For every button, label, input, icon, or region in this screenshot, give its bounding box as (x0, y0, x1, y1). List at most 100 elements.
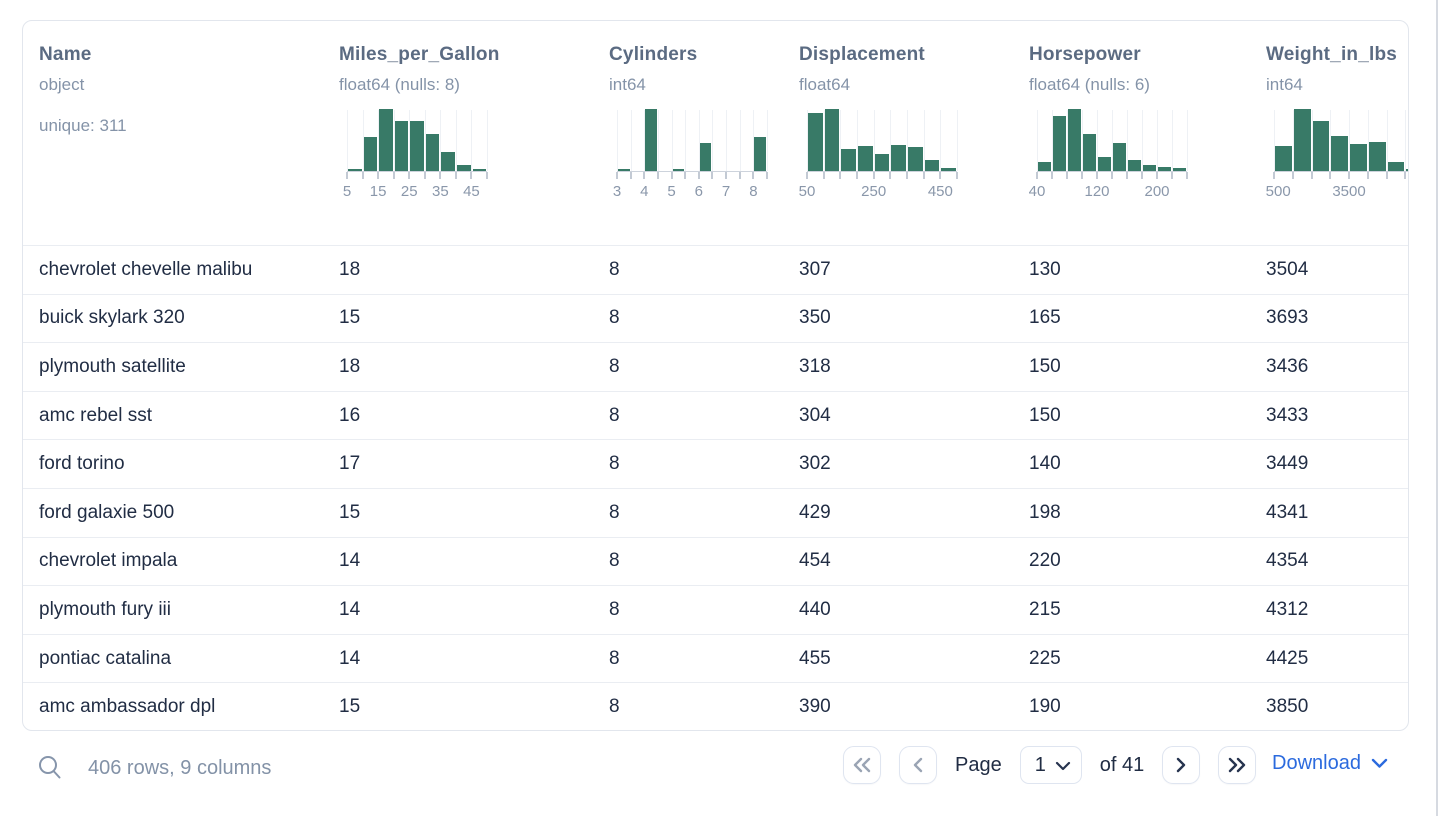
next-page-button[interactable] (1162, 746, 1201, 784)
axis-tick-label: 25 (400, 183, 418, 200)
histogram-gridline (424, 110, 426, 171)
download-button[interactable]: Download (1272, 752, 1388, 775)
axis-tick (643, 172, 646, 179)
cell-value: 429 (799, 501, 831, 523)
first-page-button[interactable] (843, 746, 881, 784)
cell-value: 8 (609, 501, 620, 523)
histogram-gridline (1082, 110, 1083, 171)
histogram-bin (617, 110, 631, 171)
histogram-gridline (1405, 110, 1407, 171)
axis-tick-label: 5 (667, 183, 676, 200)
histogram-axis-ticks (346, 172, 488, 181)
row-count-status: 406 rows, 9 columns (88, 757, 272, 779)
prev-page-button[interactable] (899, 746, 937, 784)
histogram-bar (472, 169, 487, 171)
column-header-displacement[interactable]: Displacement float64 50 250 450 (799, 21, 1029, 245)
last-page-button[interactable] (1218, 746, 1257, 784)
cell-value: 8 (609, 550, 620, 572)
axis-tick (1051, 172, 1053, 179)
histogram-gridline (767, 110, 768, 171)
right-edge-divider (1436, 0, 1438, 816)
histogram-bin (1067, 109, 1082, 171)
column-header-horsepower[interactable]: Horsepower float64 (nulls: 6) 40 120 200 (1029, 21, 1266, 245)
histogram-bin (857, 110, 874, 171)
axis-tick (1385, 172, 1388, 179)
cell-value: 8 (609, 307, 620, 329)
histogram-bin (712, 110, 726, 171)
column-header-cylinders[interactable]: Cylinders int64 3 4 5 6 7 8 (609, 21, 799, 245)
histogram-bin (1405, 110, 1408, 171)
axis-tick-label: 1500 (1266, 183, 1291, 200)
histogram-gridline (471, 110, 473, 171)
axis-tick-label: 5 (342, 183, 352, 200)
histogram-gridline (455, 110, 457, 171)
axis-tick (1171, 172, 1173, 179)
table-row[interactable]: ford galaxie 500 15 8 429 198 4341 (23, 487, 1408, 537)
histogram-bar (908, 147, 923, 171)
axis-tick (439, 172, 442, 179)
axis-tick (1126, 172, 1128, 179)
histogram-bin (726, 110, 740, 171)
column-title: Miles_per_Gallon (339, 44, 500, 65)
histogram-gridline (698, 110, 700, 171)
column-header-miles_per_gallon[interactable]: Miles_per_Gallon float64 (nulls: 8) 5 15 25 3… (339, 21, 609, 245)
histogram-bin (631, 110, 645, 171)
page-number-select[interactable]: 1 (1019, 746, 1082, 784)
axis-tick (1036, 172, 1038, 179)
histogram-gridline (739, 110, 741, 171)
table-row[interactable]: plymouth satellite 18 8 318 150 3436 (23, 342, 1408, 391)
table-row[interactable]: ford torino 17 8 302 140 3449 (23, 439, 1408, 488)
axis-tick (423, 172, 426, 179)
axis-tick (1310, 172, 1313, 179)
axis-tick (1081, 172, 1083, 179)
chevron-right-icon (1175, 757, 1187, 773)
cell-value: 454 (799, 550, 831, 572)
histogram-horsepower: 40 120 200 (1029, 109, 1188, 201)
histogram-bar (410, 121, 424, 171)
column-header-name[interactable]: Name object unique: 311 (39, 21, 339, 245)
histogram-gridline (1172, 110, 1173, 171)
axis-tick (361, 172, 364, 179)
histogram-gridline (1037, 110, 1038, 171)
histogram-gridline (1311, 110, 1313, 171)
histogram-bin (1097, 110, 1112, 171)
histogram-bin (425, 110, 441, 171)
axis-tick (738, 172, 741, 179)
chevron-left-icon (912, 757, 924, 773)
histogram-bar (394, 121, 409, 171)
histogram-gridline (440, 110, 442, 171)
table-row[interactable]: chevrolet impala 14 8 454 220 4354 (23, 536, 1408, 586)
column-header-weight_in_lbs[interactable]: Weight_in_lbs int64 1500 3500 5500 (1266, 21, 1408, 245)
table-row[interactable]: chevrolet chevelle malibu 18 8 307 130 3504 (23, 245, 1408, 294)
histogram-bar (348, 169, 362, 171)
histogram-bin (658, 110, 672, 171)
histogram-bar (1053, 116, 1066, 171)
table-row[interactable]: amc rebel sst 16 8 304 150 3433 (23, 390, 1408, 440)
axis-tick (752, 172, 755, 179)
histogram-axis-ticks (1036, 172, 1188, 181)
histogram-bin (1052, 110, 1067, 171)
axis-tick-label: 200 (1144, 183, 1170, 200)
histogram-gridline (1112, 110, 1113, 171)
cell-value: 8 (609, 258, 620, 280)
histogram-gridline (1157, 110, 1158, 171)
histogram-bin (394, 110, 410, 171)
histogram-bin (1368, 110, 1387, 171)
histogram-gridline (840, 110, 842, 171)
histogram-bin (1127, 110, 1142, 171)
cell-value: 4354 (1266, 550, 1309, 572)
histogram-bin (1349, 110, 1368, 171)
pagination: Page 1 of 41 (843, 745, 1257, 785)
table-row[interactable]: pontiac catalina 14 8 455 225 4425 (23, 633, 1408, 683)
page-number-value: 1 (1034, 753, 1046, 776)
axis-tick (1156, 172, 1158, 179)
page-total-label: of 41 (1099, 753, 1145, 776)
table-row[interactable]: plymouth fury iii 14 8 440 215 4312 (23, 585, 1408, 634)
axis-tick (629, 172, 632, 179)
search-button[interactable] (36, 754, 64, 784)
histogram-gridline (630, 110, 632, 171)
histogram-bar (699, 143, 712, 171)
axis-tick (1366, 172, 1369, 179)
table-row[interactable]: amc ambassador dpl 15 8 390 190 3850 (23, 682, 1408, 730)
table-row[interactable]: buick skylark 320 15 8 350 165 3693 (23, 293, 1408, 343)
